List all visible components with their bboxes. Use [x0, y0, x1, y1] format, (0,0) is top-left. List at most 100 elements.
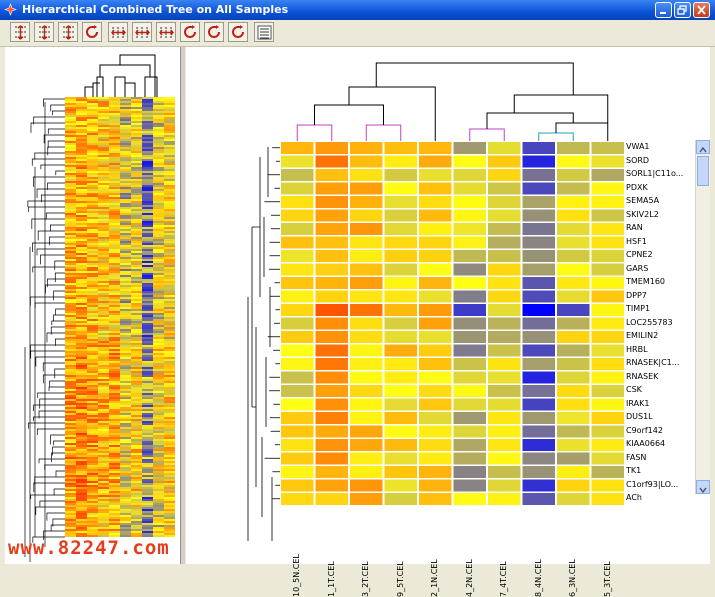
heatmap-cell[interactable] — [350, 290, 383, 303]
heatmap-cell[interactable] — [488, 479, 521, 492]
heatmap-cell[interactable] — [384, 209, 418, 222]
gene-label[interactable]: DPP7 — [626, 290, 647, 300]
heatmap-cell[interactable] — [281, 169, 314, 181]
heatmap-cell[interactable] — [591, 250, 625, 262]
heatmap-cell[interactable] — [453, 398, 487, 411]
heatmap-cell[interactable] — [522, 452, 556, 465]
gene-label[interactable]: PDXK — [626, 182, 648, 192]
heatmap-cell[interactable] — [453, 371, 487, 384]
heatmap-cell[interactable] — [419, 304, 452, 316]
heatmap-cell[interactable] — [522, 209, 556, 222]
heatmap-cell[interactable] — [350, 479, 383, 492]
heatmap-cell[interactable] — [315, 466, 349, 478]
heatmap-cell[interactable] — [453, 466, 487, 478]
heatmap-cell[interactable] — [557, 142, 590, 154]
heatmap-cell[interactable] — [557, 344, 590, 357]
gene-label[interactable]: C1orf93|LO... — [626, 479, 679, 489]
heatmap-cell[interactable] — [522, 196, 556, 208]
heatmap-cell[interactable] — [315, 290, 349, 303]
heatmap-cell[interactable] — [522, 331, 556, 343]
heatmap-cell[interactable] — [281, 439, 314, 451]
heatmap-cell[interactable] — [453, 493, 487, 505]
gene-label[interactable]: CSK — [626, 385, 642, 394]
heatmap-cell[interactable] — [419, 263, 452, 276]
heatmap-cell[interactable] — [453, 331, 487, 343]
heatmap-cell[interactable] — [281, 277, 314, 289]
heatmap-cell[interactable] — [350, 250, 383, 262]
toolbar-button-9[interactable] — [204, 22, 224, 42]
heatmap-cell[interactable] — [488, 425, 521, 438]
heatmap-cell[interactable] — [453, 479, 487, 492]
toolbar-button-5[interactable] — [108, 22, 128, 42]
heatmap-cell[interactable] — [591, 358, 625, 370]
heatmap-cell[interactable] — [453, 358, 487, 370]
detail-heatmap[interactable] — [186, 47, 710, 564]
heatmap-cell[interactable] — [488, 277, 521, 289]
heatmap-cell[interactable] — [281, 398, 314, 411]
heatmap-cell[interactable] — [350, 344, 383, 357]
heatmap-cell[interactable] — [315, 155, 349, 168]
heatmap-cell[interactable] — [488, 196, 521, 208]
heatmap-cell[interactable] — [453, 155, 487, 168]
heatmap-cell[interactable] — [557, 452, 590, 465]
heatmap-cell[interactable] — [453, 277, 487, 289]
heatmap-cell[interactable] — [419, 142, 452, 154]
heatmap-cell[interactable] — [350, 439, 383, 451]
heatmap-cell[interactable] — [315, 479, 349, 492]
heatmap-cell[interactable] — [384, 236, 418, 249]
heatmap-cell[interactable] — [419, 385, 452, 397]
heatmap-cell[interactable] — [350, 317, 383, 330]
heatmap-cell[interactable] — [453, 385, 487, 397]
heatmap-cell[interactable] — [522, 439, 556, 451]
heatmap-cell[interactable] — [384, 290, 418, 303]
gene-label[interactable]: TIMP1 — [626, 304, 651, 313]
heatmap-cell[interactable] — [281, 479, 314, 492]
heatmap-cell[interactable] — [384, 452, 418, 465]
heatmap-cell[interactable] — [591, 439, 625, 451]
heatmap-cell[interactable] — [350, 223, 383, 235]
heatmap-cell[interactable] — [522, 425, 556, 438]
heatmap-cell[interactable] — [315, 452, 349, 465]
heatmap-cell[interactable] — [522, 317, 556, 330]
heatmap-cell[interactable] — [453, 304, 487, 316]
heatmap-cell[interactable] — [453, 236, 487, 249]
heatmap-cell[interactable] — [384, 263, 418, 276]
heatmap-cell[interactable] — [350, 277, 383, 289]
heatmap-cell[interactable] — [591, 155, 625, 168]
heatmap-cell[interactable] — [281, 331, 314, 343]
heatmap-cell[interactable] — [557, 155, 590, 168]
gene-label[interactable]: RAN — [626, 223, 643, 232]
heatmap-cell[interactable] — [384, 479, 418, 492]
heatmap-cell[interactable] — [591, 371, 625, 384]
heatmap-cell[interactable] — [281, 196, 314, 208]
heatmap-cell[interactable] — [419, 155, 452, 168]
heatmap-cell[interactable] — [281, 250, 314, 262]
heatmap-cell[interactable] — [591, 385, 625, 397]
heatmap-cell[interactable] — [315, 182, 349, 195]
heatmap-cell[interactable] — [453, 317, 487, 330]
heatmap-cell[interactable] — [350, 182, 383, 195]
close-button[interactable] — [693, 2, 710, 18]
heatmap-cell[interactable] — [522, 182, 556, 195]
heatmap-cell[interactable] — [419, 439, 452, 451]
heatmap-cell[interactable] — [591, 304, 625, 316]
gene-label[interactable]: SEMA5A — [626, 196, 660, 205]
heatmap-cell[interactable] — [350, 412, 383, 424]
heatmap-cell[interactable] — [522, 385, 556, 397]
toolbar-button-11[interactable] — [254, 22, 274, 42]
heatmap-cell[interactable] — [419, 466, 452, 478]
heatmap-cell[interactable] — [384, 223, 418, 235]
heatmap-cell[interactable] — [557, 263, 590, 276]
heatmap-cell[interactable] — [281, 371, 314, 384]
heatmap-cell[interactable] — [315, 344, 349, 357]
toolbar-button-2[interactable] — [34, 22, 54, 42]
heatmap-cell[interactable] — [419, 209, 452, 222]
heatmap-cell[interactable] — [350, 331, 383, 343]
heatmap-cell[interactable] — [384, 425, 418, 438]
column-label[interactable]: 1_1T.CEL — [326, 561, 336, 597]
gene-label[interactable]: C9orf142 — [626, 425, 663, 435]
heatmap-cell[interactable] — [384, 317, 418, 330]
heatmap-cell[interactable] — [488, 223, 521, 235]
heatmap-cell[interactable] — [557, 236, 590, 249]
heatmap-cell[interactable] — [281, 317, 314, 330]
